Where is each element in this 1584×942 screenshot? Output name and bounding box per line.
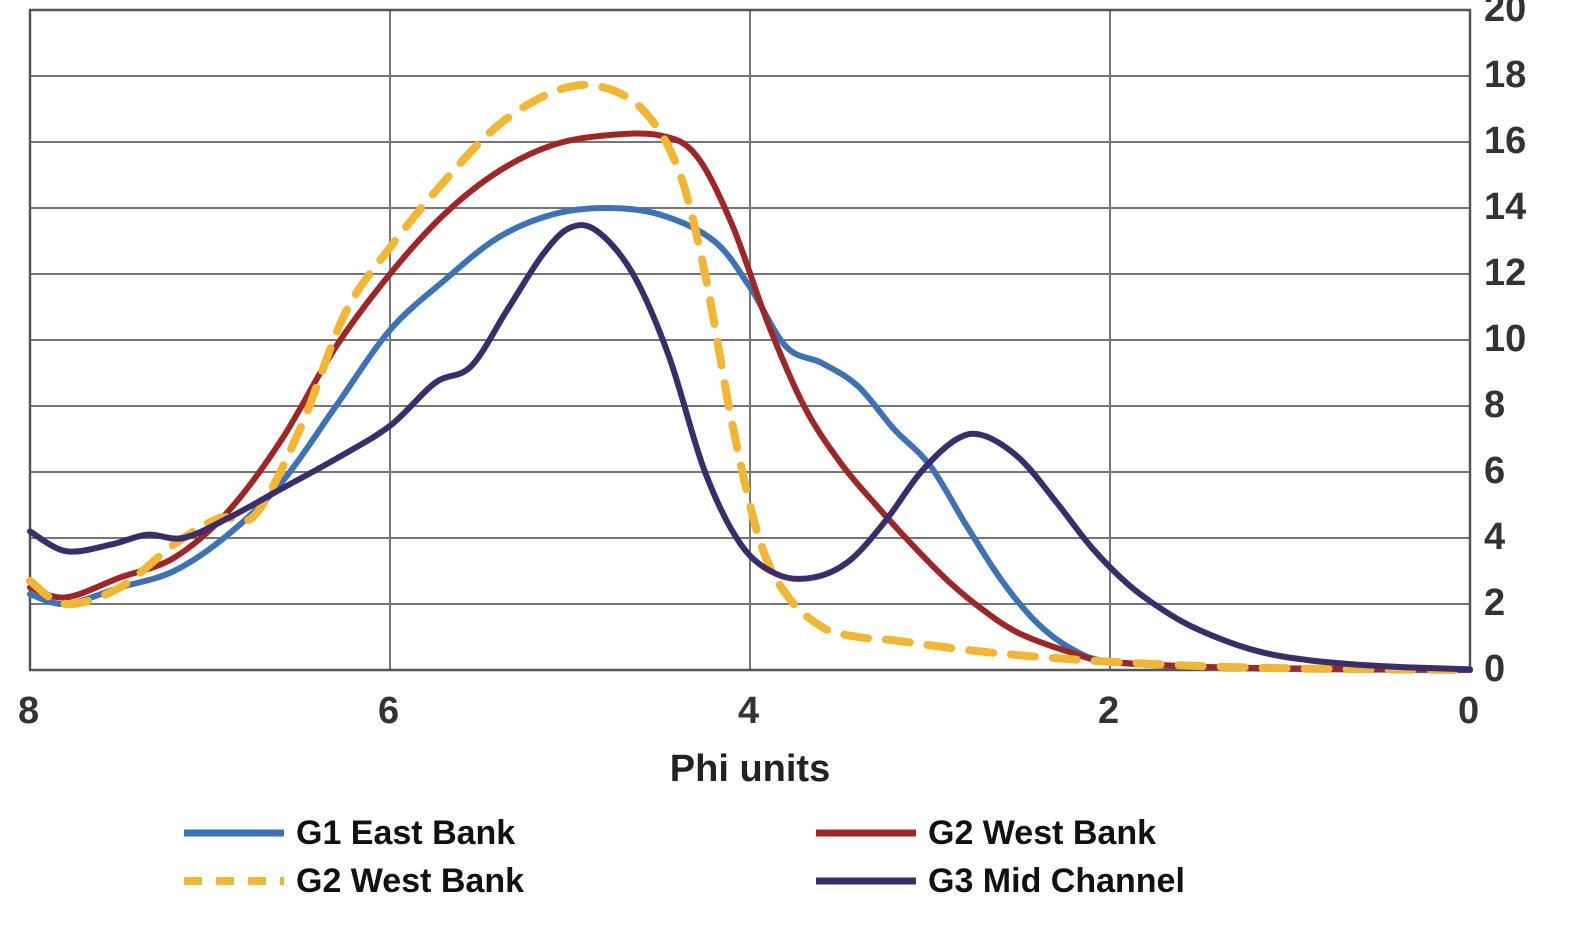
y-tick-label: 4 [1484,516,1505,559]
x-tick-label: 2 [1098,690,1119,733]
y-tick-label: 2 [1484,582,1505,625]
y-tick-label: 8 [1484,384,1505,427]
x-tick-label: 6 [378,690,399,733]
legend-item: G2 West Bank [816,810,1376,856]
x-tick-label: 0 [1458,690,1479,733]
x-tick-label: 8 [18,690,39,733]
y-tick-label: 6 [1484,450,1505,493]
y-tick-label: 10 [1484,318,1526,361]
y-tick-label: 20 [1484,0,1526,31]
y-tick-label: 12 [1484,252,1526,295]
y-tick-label: 18 [1484,54,1526,97]
legend-label: G1 East Bank [296,814,515,853]
y-tick-label: 0 [1484,648,1505,691]
grain-size-distribution-chart: % per phi unit Phi units 024681012141618… [0,0,1584,942]
legend-swatch-icon [816,813,916,853]
legend-item: G3 Mid Channel [816,858,1376,904]
legend-label: G2 West Bank [928,814,1156,853]
chart-legend: G1 East Bank G2 West Bank G2 West Bank G3 M… [130,810,1430,906]
legend-label: G3 Mid Channel [928,862,1185,901]
y-tick-label: 16 [1484,120,1526,163]
x-tick-label: 4 [738,690,759,733]
chart-plot-svg [0,0,1584,942]
legend-label: G2 West Bank [296,862,524,901]
x-axis-label: Phi units [30,748,1470,791]
legend-swatch-icon [184,861,284,901]
legend-swatch-icon [816,861,916,901]
legend-item: G2 West Bank [184,858,744,904]
legend-swatch-icon [184,813,284,853]
y-tick-label: 14 [1484,186,1526,229]
legend-item: G1 East Bank [184,810,744,856]
